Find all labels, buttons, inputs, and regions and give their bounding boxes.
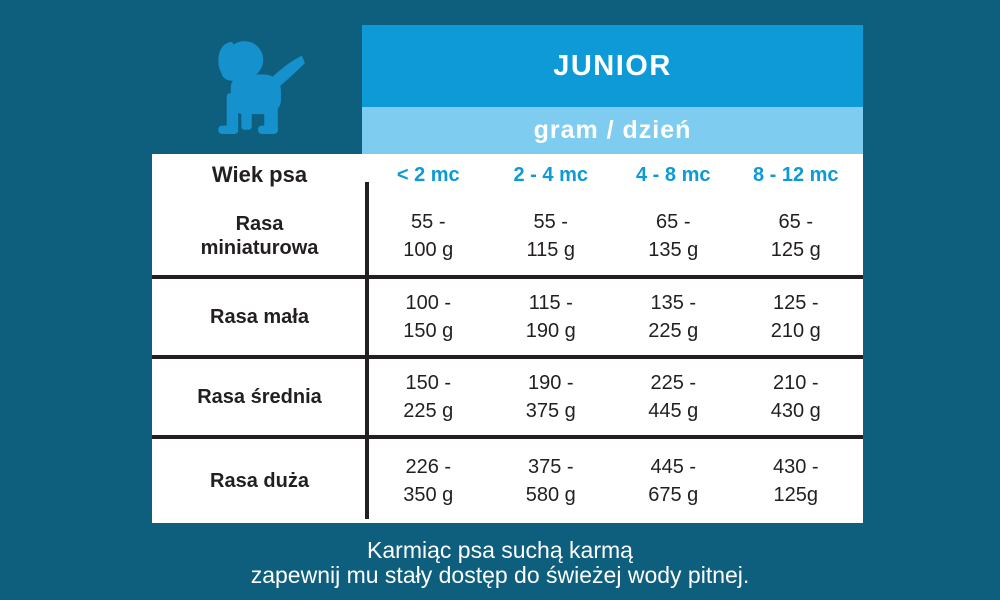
feeding-amount-cell: 225 - 445 g	[648, 372, 699, 422]
row-label: Rasa duża	[210, 470, 309, 492]
age-axis-label: Wiek psa	[211, 162, 308, 187]
feeding-amount-cell: 55 - 100 g	[403, 210, 454, 261]
feeding-amount-cell: 125 - 210 g	[770, 292, 821, 342]
product-title: JUNIOR	[553, 49, 672, 82]
product-header-band: JUNIOR	[362, 25, 863, 107]
feeding-amount-cell: 226 - 350 g	[403, 456, 454, 506]
feeding-amount-cell: 190 - 375 g	[525, 372, 576, 422]
puppy-front-leg-2	[241, 101, 252, 130]
puppy-hind-paw	[258, 125, 278, 134]
row-label: Rasa mała	[210, 306, 309, 328]
feeding-amount-cell: 100 - 150 g	[403, 292, 454, 342]
feeding-amount-cell: 375 - 580 g	[525, 456, 576, 506]
water-advice-note: Karmiąc psa suchą karmą zapewnij mu stał…	[0, 538, 1000, 587]
puppy-hind-leg	[264, 97, 278, 133]
feeding-amount-cell: 430 - 125g	[772, 456, 819, 506]
feeding-amount-cell: 65 - 125 g	[770, 210, 821, 261]
table-row-rasa-miniaturowa: Rasa miniaturowa 55 - 100 g 55 - 115 g 6…	[152, 196, 863, 275]
note-line-1: Karmiąc psa suchą karmą	[367, 537, 633, 563]
puppy-front-paw	[218, 125, 239, 134]
age-column-under-2mc: < 2 mc	[396, 163, 460, 186]
feeding-amount-cell: 150 - 225 g	[403, 372, 454, 422]
feeding-amount-cell: 445 - 675 g	[648, 456, 699, 506]
table-row-rasa-duza: Rasa duża 226 - 350 g 375 - 580 g 445 - …	[152, 435, 863, 523]
table-row-rasa-mala: Rasa mała 100 - 150 g 115 - 190 g 135 - …	[152, 275, 863, 355]
puppy-icon	[210, 32, 306, 142]
feeding-amount-cell: 210 - 430 g	[770, 372, 821, 422]
unit-header-band: gram / dzień	[362, 107, 863, 154]
table-header-row: Wiek psa < 2 mc 2 - 4 mc 4 - 8 mc 8 - 12…	[152, 154, 863, 196]
puppy-front-leg	[226, 93, 239, 131]
note-line-2: zapewnij mu stały dostęp do świeżej wody…	[250, 561, 750, 588]
column-divider-line	[365, 182, 369, 519]
age-column-2-4mc: 2 - 4 mc	[513, 163, 588, 186]
feeding-amount-cell: 115 - 190 g	[525, 292, 576, 342]
feeding-table: Wiek psa < 2 mc 2 - 4 mc 4 - 8 mc 8 - 12…	[152, 154, 863, 523]
table-row-rasa-srednia: Rasa średnia 150 - 225 g 190 - 375 g 225…	[152, 355, 863, 435]
puppy-muzzle	[221, 64, 243, 81]
age-column-4-8mc: 4 - 8 mc	[636, 163, 711, 186]
row-label: Rasa średnia	[197, 386, 322, 408]
feeding-amount-cell: 55 - 115 g	[526, 210, 576, 261]
feeding-amount-cell: 135 - 225 g	[648, 292, 699, 342]
row-label: Rasa miniaturowa	[200, 212, 319, 259]
unit-label: gram / dzień	[533, 116, 692, 144]
feeding-amount-cell: 65 - 135 g	[648, 210, 699, 261]
age-column-8-12mc: 8 - 12 mc	[752, 163, 839, 186]
